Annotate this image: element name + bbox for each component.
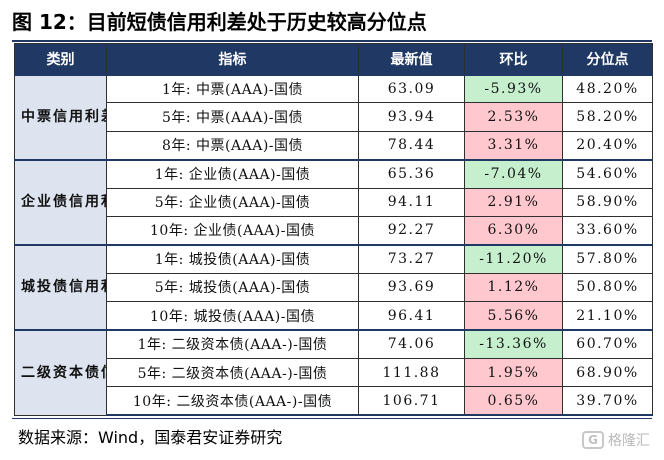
indicator-cell: 5年: 中票(AAA)-国债 [106, 102, 359, 132]
percentile-cell: 33.60% [562, 215, 653, 246]
source-note: 数据来源：Wind，国泰君安证券研究 [18, 428, 283, 447]
table-row: 5年: 二级资本债(AAA-)-国债 111.88 1.95% 68.90% [15, 357, 653, 388]
category-cell: 二级资本债信用利差 [14, 329, 107, 416]
latest-value-cell: 63.09 [358, 73, 465, 104]
mom-change-cell: -7.04% [464, 158, 563, 189]
table-row: 5年: 城投债(AAA)-国债 93.69 1.12% 50.80% [15, 272, 653, 303]
percentile-cell: 58.90% [562, 187, 653, 217]
indicator-cell: 10年: 二级资本债(AAA-)-国债 [106, 386, 359, 417]
table-row: 二级资本债信用利差1年: 二级资本债(AAA-)-国债74.06-13.36%6… [14, 329, 653, 416]
latest-value-cell: 93.69 [358, 272, 465, 303]
percentile-cell: 58.20% [562, 102, 653, 132]
percentile-cell: 57.80% [562, 243, 653, 274]
latest-value-cell: 78.44 [358, 130, 465, 161]
mom-change-cell: 1.12% [464, 272, 563, 303]
latest-value-cell: 96.41 [358, 301, 465, 332]
mom-change-cell: -13.36% [464, 329, 563, 359]
indicator-cell: 5年: 城投债(AAA)-国债 [106, 272, 359, 303]
watermark-logo-icon: G [582, 431, 604, 449]
indicator-cell: 1年: 企业债(AAA)-国债 [106, 158, 359, 189]
header-latest: 最新值 [358, 43, 465, 75]
latest-value-cell: 106.71 [358, 386, 465, 417]
mom-change-cell: 2.53% [464, 102, 563, 132]
percentile-cell: 39.70% [562, 386, 653, 417]
figure-title: 图 12：目前短债信用利差处于历史较高分位点 [12, 10, 427, 34]
mom-change-cell: -5.93% [464, 73, 563, 104]
indicator-cell: 1年: 城投债(AAA)-国债 [106, 243, 359, 274]
indicator-cell: 1年: 二级资本债(AAA-)-国债 [106, 329, 359, 359]
percentile-cell: 50.80% [562, 272, 653, 303]
header-indicator: 指标 [106, 43, 359, 75]
percentile-cell: 54.60% [562, 158, 653, 189]
indicator-cell: 10年: 城投债(AAA)-国债 [106, 301, 359, 332]
percentile-cell: 48.20% [562, 73, 653, 104]
indicator-cell: 5年: 二级资本债(AAA-)-国债 [106, 357, 359, 388]
table-row: 5年: 中票(AAA)-国债 93.94 2.53% 58.20% [15, 102, 653, 132]
table-body: 中票信用利差1年: 中票(AAA)-国债63.09-5.93%48.20%5年:… [14, 73, 653, 417]
latest-value-cell: 93.94 [358, 102, 465, 132]
mom-change-cell: 6.30% [464, 215, 563, 246]
watermark: G 格隆汇 [582, 428, 650, 452]
title-divider [12, 40, 652, 42]
indicator-cell: 8年: 中票(AAA)-国债 [106, 130, 359, 161]
mom-change-cell: 1.95% [464, 357, 563, 388]
latest-value-cell: 65.36 [358, 158, 465, 189]
table-header-row: 类别 指标 最新值 环比 分位点 [14, 43, 653, 75]
category-cell: 中票信用利差 [14, 73, 107, 161]
header-mom: 环比 [464, 43, 563, 75]
table-row: 8年: 中票(AAA)-国债 78.44 3.31% 20.40% [15, 130, 653, 161]
latest-value-cell: 111.88 [358, 357, 465, 388]
percentile-cell: 21.10% [562, 301, 653, 332]
table-row: 5年: 企业债(AAA)-国债 94.11 2.91% 58.90% [15, 187, 653, 217]
percentile-cell: 20.40% [562, 130, 653, 161]
table-row: 10年: 企业债(AAA)-国债 92.27 6.30% 33.60% [15, 215, 653, 246]
mom-change-cell: 2.91% [464, 187, 563, 217]
latest-value-cell: 94.11 [358, 187, 465, 217]
indicator-cell: 5年: 企业债(AAA)-国债 [106, 187, 359, 217]
mom-change-cell: 0.65% [464, 386, 563, 417]
mom-change-cell: -11.20% [464, 243, 563, 274]
percentile-cell: 60.70% [562, 329, 653, 359]
header-category: 类别 [14, 43, 107, 75]
latest-value-cell: 74.06 [358, 329, 465, 359]
mom-change-cell: 3.31% [464, 130, 563, 161]
credit-spread-table: 类别 指标 最新值 环比 分位点 中票信用利差1年: 中票(AAA)-国债63.… [14, 43, 653, 417]
latest-value-cell: 73.27 [358, 243, 465, 274]
table-row: 10年: 城投债(AAA)-国债 96.41 5.56% 21.10% [15, 301, 653, 332]
header-percentile: 分位点 [562, 43, 653, 75]
mom-change-cell: 5.56% [464, 301, 563, 332]
latest-value-cell: 92.27 [358, 215, 465, 246]
category-cell: 城投债信用利差 [14, 243, 107, 331]
indicator-cell: 10年: 企业债(AAA)-国债 [106, 215, 359, 246]
table-row: 10年: 二级资本债(AAA-)-国债 106.71 0.65% 39.70% [15, 386, 653, 417]
source-divider [12, 418, 652, 419]
watermark-text: 格隆汇 [608, 433, 650, 449]
indicator-cell: 1年: 中票(AAA)-国债 [106, 73, 359, 104]
category-cell: 企业债信用利差 [14, 158, 107, 246]
percentile-cell: 68.90% [562, 357, 653, 388]
